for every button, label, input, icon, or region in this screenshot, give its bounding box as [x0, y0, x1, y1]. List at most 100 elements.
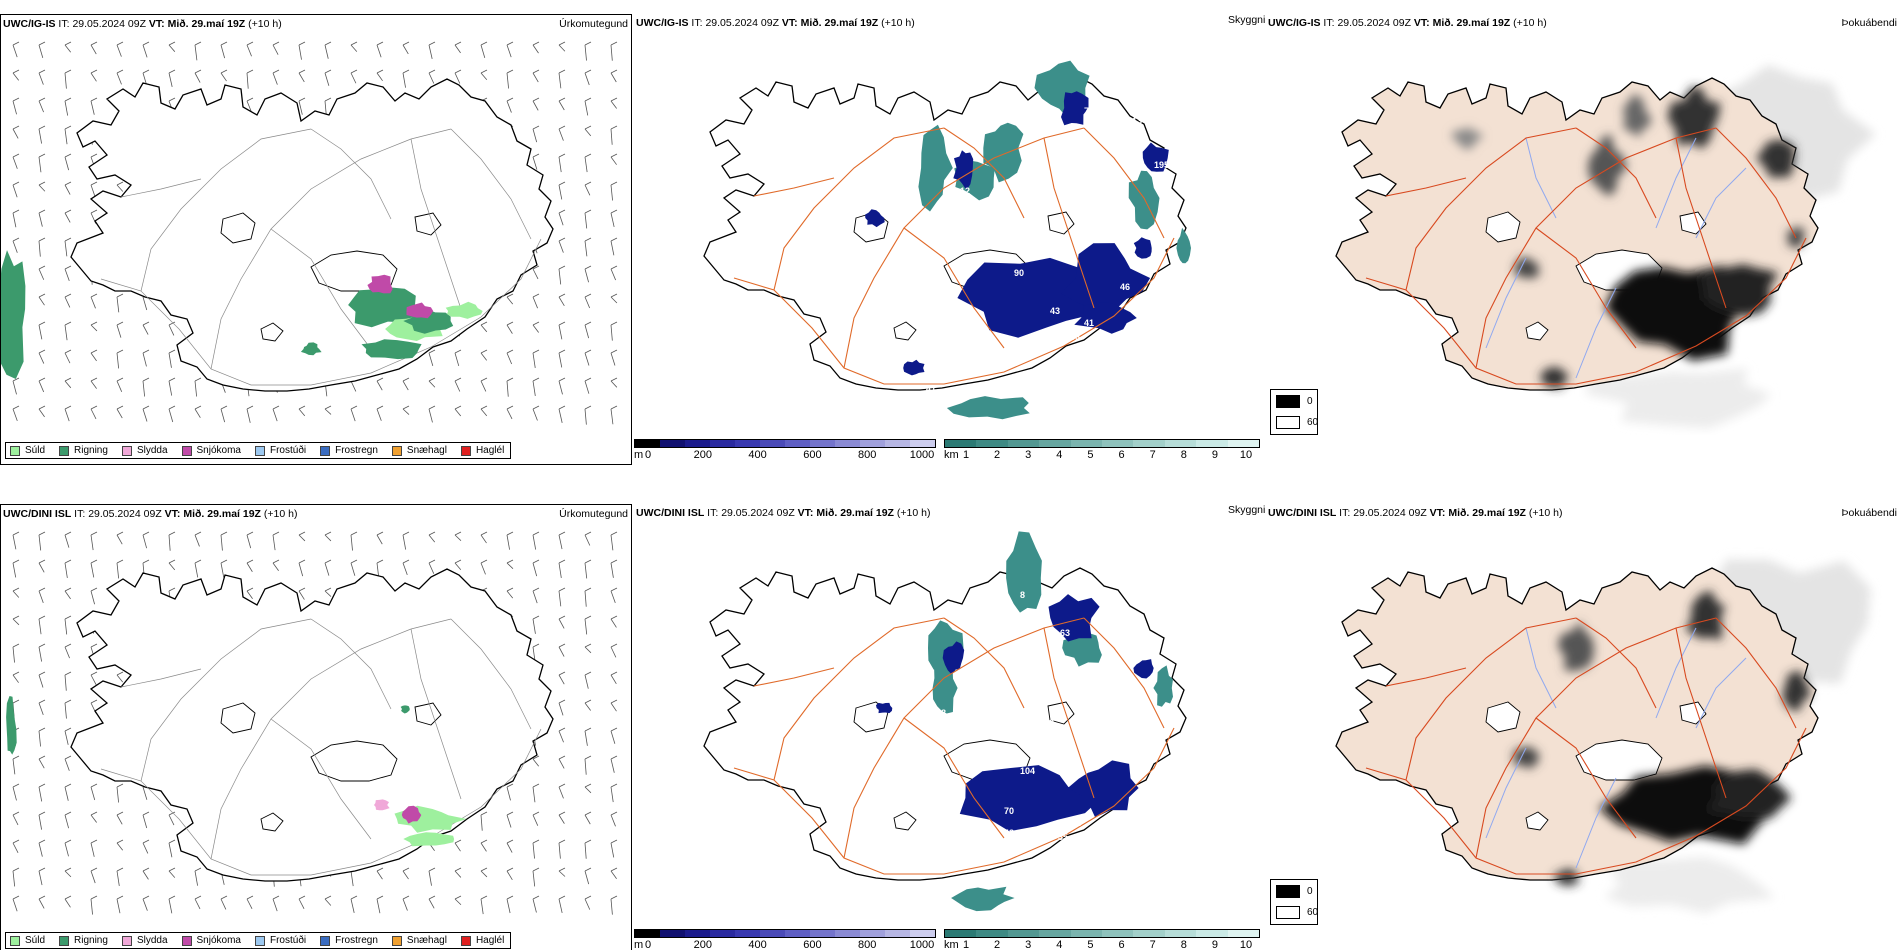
- road-line: [1365, 237, 1807, 385]
- wind-barb-flag: [610, 587, 618, 592]
- panel-product-title: Þokuábendi: [1841, 507, 1897, 519]
- wind-barb-flag: [402, 867, 410, 872]
- colorbar-swatch: [1007, 440, 1040, 447]
- precip-type-legend: Súld Rigning Slydda Snjókoma Frostúði Frostre…: [5, 932, 512, 949]
- wind-barb-flag: [38, 671, 46, 676]
- legend-item: Slydda: [121, 935, 168, 946]
- wind-barb-flag: [38, 867, 46, 872]
- wind-barb: [38, 814, 42, 830]
- wind-barb: [246, 72, 249, 89]
- wind-barb-flag: [324, 895, 332, 900]
- wind-barb: [532, 380, 536, 396]
- road-line: [903, 717, 1005, 839]
- precip-type-legend: Súld Rigning Slydda Snjókoma Frostúði Frostre…: [5, 442, 512, 459]
- wind-barb-flag: [12, 97, 20, 102]
- cloud-base-label: 39: [1072, 818, 1082, 828]
- cloud-base-label: 44: [1104, 830, 1114, 840]
- vt-label: VT:: [797, 507, 814, 519]
- fog-legend-high: 60: [1276, 416, 1318, 429]
- wind-barb-flag: [64, 377, 72, 382]
- wind-barb-flag: [558, 867, 566, 872]
- wind-barb-flag: [272, 531, 280, 536]
- wind-barb: [298, 408, 306, 417]
- cloud-base-colorbar-row-1: m 0 200 400 600 800 1000: [634, 439, 936, 463]
- wind-barb: [558, 408, 563, 423]
- wind-barb: [610, 674, 617, 685]
- wind-barb-flag: [12, 867, 20, 872]
- wind-barb-flag: [454, 349, 462, 354]
- wind-barb: [506, 842, 513, 853]
- wind-barb: [506, 44, 512, 58]
- wind-barb-flag: [532, 69, 540, 74]
- wind-barb: [142, 870, 149, 880]
- visibility-colorbar-row-1-tick: 4: [1056, 449, 1063, 461]
- legend-label: Súld: [25, 935, 46, 946]
- wind-barb: [116, 352, 120, 369]
- wind-barb: [584, 786, 592, 794]
- wind-barb: [90, 814, 97, 823]
- wind-barb-flag: [64, 181, 72, 186]
- wind-barb: [532, 786, 536, 803]
- cloud-base-label: 63: [1060, 628, 1070, 638]
- wind-barb: [38, 324, 43, 340]
- wind-barb: [610, 870, 617, 879]
- wind-barb: [428, 562, 435, 574]
- wind-barb: [64, 352, 71, 364]
- colorbar-swatch: [885, 440, 910, 447]
- wind-barb-flag: [506, 405, 514, 410]
- wind-barb-flag: [220, 41, 228, 46]
- wind-barb: [610, 184, 613, 201]
- wind-barb-flag: [64, 839, 72, 844]
- road-line: [943, 617, 1025, 709]
- wind-barb: [64, 156, 70, 171]
- panel-product-title: Úrkomutegund: [559, 18, 628, 30]
- wind-barb-flag: [558, 755, 566, 760]
- wind-barb-flag: [142, 377, 150, 382]
- wind-barb-flag: [558, 727, 566, 732]
- wind-barb: [558, 100, 565, 111]
- wind-barb: [610, 814, 616, 827]
- wind-barb: [610, 212, 615, 228]
- wind-barb: [64, 786, 69, 801]
- road-line: [410, 138, 462, 310]
- wind-barb-flag: [12, 671, 20, 676]
- wind-barb: [584, 268, 589, 283]
- wind-barb-flag: [194, 867, 202, 872]
- low-visibility-area: [1176, 227, 1191, 264]
- cloud-base-colorbar-row-1-unit: m: [634, 449, 644, 461]
- wind-barb: [38, 380, 45, 393]
- wind-barb: [610, 618, 617, 628]
- colorbar-swatch: [835, 440, 860, 447]
- wind-barb: [272, 898, 278, 912]
- wind-barb-flag: [584, 209, 592, 214]
- wind-barb-flag: [376, 867, 384, 872]
- wind-barb-flag: [116, 349, 124, 354]
- fog-swatch-low: [1276, 395, 1300, 408]
- wind-barb: [558, 534, 563, 550]
- wind-barb: [324, 590, 332, 597]
- cloud-base-label: 43: [1050, 306, 1060, 316]
- road-line: [1575, 617, 1657, 709]
- cloud-base-label: 90: [1014, 268, 1024, 278]
- wind-barb-flag: [454, 41, 462, 46]
- glacier-outline: [220, 212, 256, 244]
- wind-barb-flag: [38, 755, 46, 760]
- wind-barb: [142, 898, 148, 911]
- wind-barb-flag: [376, 41, 384, 46]
- wind-barb: [298, 534, 306, 542]
- vt-value: Mið. 29.maí 19Z: [800, 17, 879, 29]
- cloud-base-label: 36: [1022, 338, 1032, 348]
- river-line: [1655, 137, 1697, 229]
- wind-barb-flag: [558, 839, 566, 844]
- wind-barb: [64, 324, 68, 341]
- wind-barb: [116, 324, 122, 338]
- wind-barb-flag: [558, 153, 566, 158]
- wind-barb-flag: [90, 643, 98, 648]
- wind-barb: [38, 870, 43, 886]
- legend-label: Snæhagl: [406, 445, 447, 456]
- it-value: 29.05.2024 09Z: [721, 507, 795, 519]
- road-line: [1475, 127, 1717, 369]
- wind-barb-flag: [558, 349, 566, 354]
- wind-barb: [610, 898, 613, 915]
- cloud-base-colorbar-row-2-tick: 400: [748, 939, 767, 950]
